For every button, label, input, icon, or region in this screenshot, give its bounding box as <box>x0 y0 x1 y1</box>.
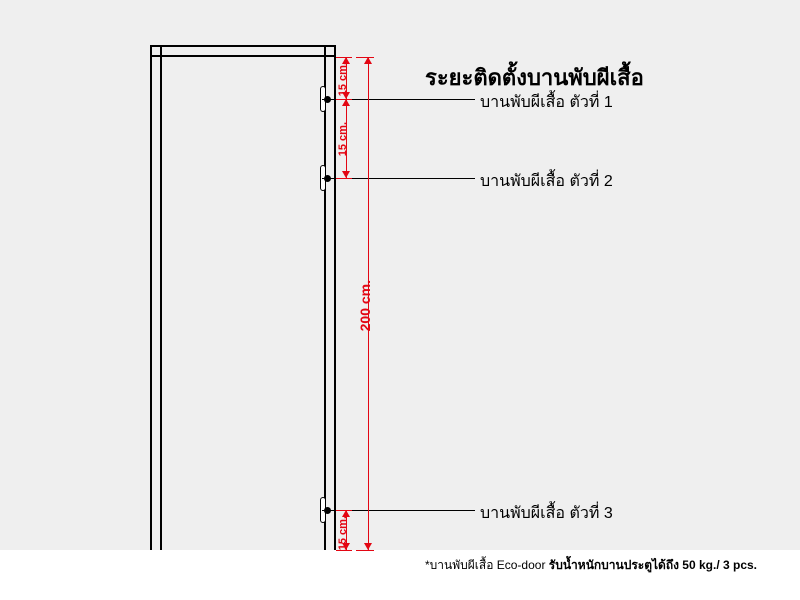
dim-tick <box>336 178 352 179</box>
dim-tick <box>336 550 352 551</box>
dim-tick <box>356 550 374 551</box>
door-frame-left <box>150 45 162 550</box>
door-frame-right <box>324 45 336 550</box>
hinge-label-3: บานพับผีเสื้อ ตัวที่ 3 <box>480 501 613 526</box>
footnote: *บานพับผีเสื้อ Eco-door รับน้ำหนักบานประ… <box>425 556 757 575</box>
footnote-prefix: *บานพับผีเสื้อ Eco-door <box>425 558 549 572</box>
dim-label-total-200: 200 cm. <box>357 280 373 331</box>
hinge-label-2: บานพับผีเสื้อ ตัวที่ 2 <box>480 169 613 194</box>
footnote-bold: รับน้ำหนักบานประตูได้ถึง 50 kg./ 3 pcs. <box>549 558 757 572</box>
dim-label-second-15: 15 cm. <box>337 122 349 156</box>
hinge-label-1: บานพับผีเสื้อ ตัวที่ 1 <box>480 90 613 115</box>
door-frame-top <box>150 45 336 57</box>
dim-label-bottom-15: 15 cm. <box>337 516 349 550</box>
dim-label-top-15: 15 cm. <box>337 62 349 96</box>
